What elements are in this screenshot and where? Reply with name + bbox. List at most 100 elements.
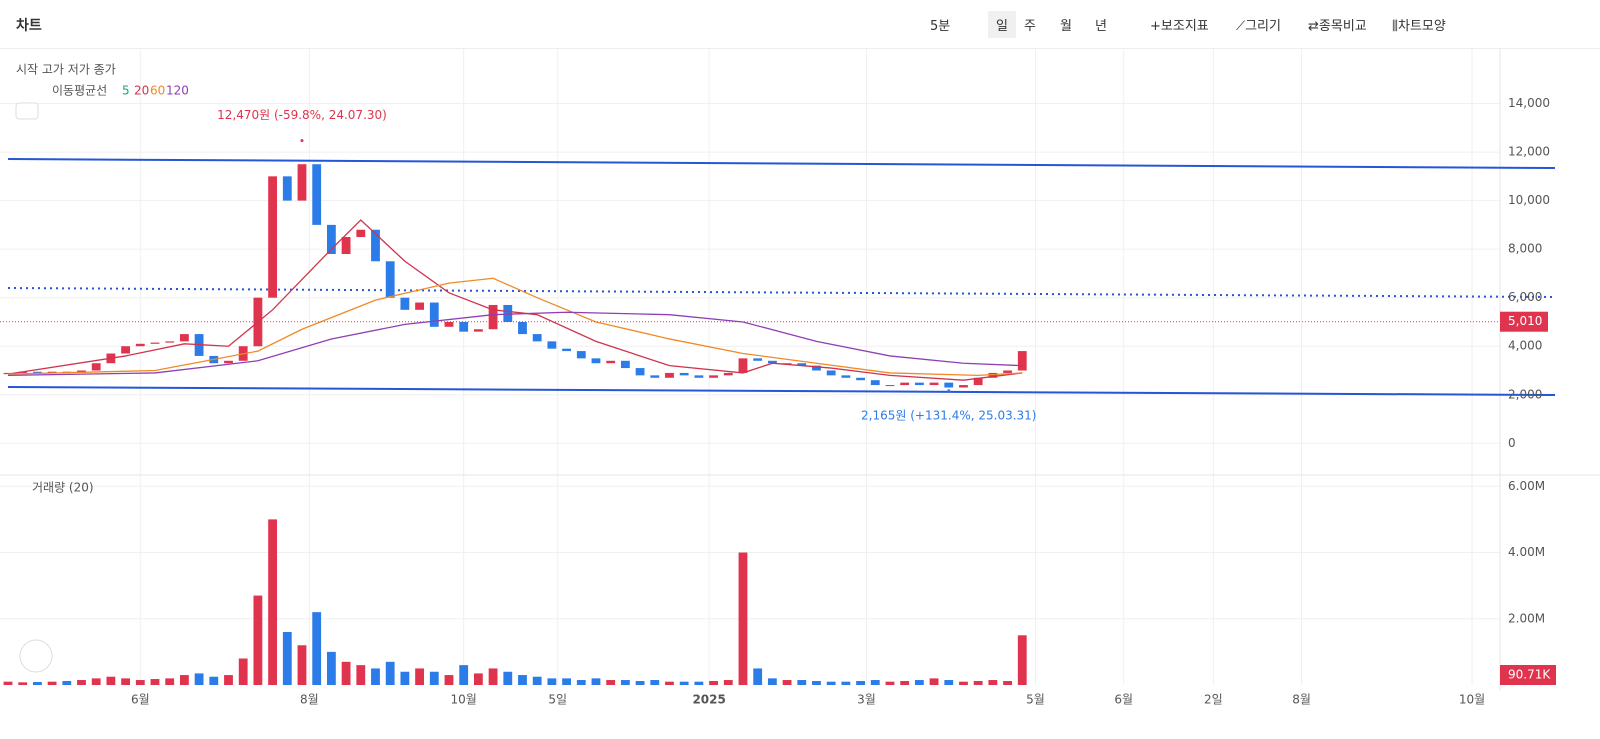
title: 차트 xyxy=(16,18,42,34)
candle-body xyxy=(224,360,233,364)
moving-average xyxy=(7,311,1023,377)
extreme-marker xyxy=(947,389,951,393)
annotation: 12,470원 (-59.8%, 24.07.30) xyxy=(217,108,387,122)
tool-button[interactable]: +보조지표 xyxy=(1150,19,1209,34)
x-tick-label: 2일 xyxy=(1204,693,1223,707)
volume-bar xyxy=(914,680,924,685)
candle-body xyxy=(782,363,792,365)
candle-body xyxy=(650,375,660,378)
volume-bar xyxy=(224,675,233,685)
candle-body xyxy=(620,360,630,369)
volume-bar xyxy=(121,678,131,685)
volume-legend: 거래량 (20) xyxy=(32,481,94,495)
volume-bar xyxy=(620,680,630,685)
x-tick-label: 8월 xyxy=(300,693,319,707)
last-volume-box xyxy=(1500,665,1556,685)
candle-body xyxy=(900,382,910,386)
volume-bar xyxy=(341,661,351,685)
volume-bar xyxy=(47,681,57,685)
volume-bar xyxy=(253,595,263,685)
period-button[interactable]: 년 xyxy=(1095,19,1107,34)
period-button[interactable]: 월 xyxy=(1060,19,1072,34)
x-tick-label: 10월 xyxy=(1459,693,1485,707)
volume-bar xyxy=(77,680,86,685)
x-tick-label: 6월 xyxy=(1114,693,1133,707)
volume-bar xyxy=(518,675,527,685)
volume-bar xyxy=(473,673,483,685)
candle-body xyxy=(415,302,424,310)
tool-button[interactable]: ⇄종목비교 xyxy=(1308,19,1367,34)
candle-body xyxy=(341,237,351,255)
volume-bar xyxy=(91,678,101,685)
volume-bar xyxy=(415,668,424,685)
ma-legend-item: 5 xyxy=(122,84,130,98)
volume-bar xyxy=(679,681,689,685)
volume-bar xyxy=(268,519,278,685)
volume-bar xyxy=(1003,681,1012,685)
grid xyxy=(0,48,1500,685)
volume-bar xyxy=(709,681,718,685)
candle-body xyxy=(121,346,131,354)
last-price-label: 5,010 xyxy=(1508,314,1542,328)
candle-body xyxy=(150,342,160,344)
volume-bar xyxy=(312,612,322,685)
candle-body xyxy=(371,229,380,262)
volume-bar xyxy=(973,681,983,685)
y-tick-label: 14,000 xyxy=(1508,96,1550,110)
volume-bar xyxy=(885,681,895,685)
period-button[interactable]: 일 xyxy=(988,11,1016,38)
y-tick-label: 0 xyxy=(1508,436,1516,450)
volume-bar xyxy=(385,661,395,685)
volume-bar xyxy=(194,673,204,685)
y-tick-label: 8,000 xyxy=(1508,242,1542,256)
volume-bar xyxy=(179,675,189,685)
volume-bar xyxy=(694,681,704,685)
volume-bar xyxy=(429,671,439,685)
volume-bar xyxy=(503,671,513,685)
candle-body xyxy=(47,371,57,373)
volume-bar xyxy=(18,682,28,685)
candle-body xyxy=(135,343,145,347)
candle-body xyxy=(973,377,983,386)
candle-body xyxy=(826,370,836,376)
candle-body xyxy=(753,358,763,361)
interval-button[interactable]: 5분 xyxy=(930,19,951,34)
volume-bar xyxy=(150,679,160,685)
volume-bar xyxy=(356,665,366,685)
volume-bar xyxy=(532,676,542,685)
volume-bar xyxy=(165,678,175,685)
tool-button[interactable]: ⟋그리기 xyxy=(1236,19,1281,34)
annotation: 2,165원 (+131.4%, 25.03.31) xyxy=(861,408,1036,422)
x-tick-label: 2025 xyxy=(692,693,725,707)
x-tick-label: 5월 xyxy=(1026,693,1045,707)
volume-bar xyxy=(297,645,307,685)
candle-body xyxy=(723,372,733,376)
volume-bar xyxy=(767,678,777,685)
volume-bar xyxy=(576,680,586,685)
candle-body xyxy=(738,358,748,373)
volume-bar xyxy=(400,671,410,685)
tool-button[interactable]: ⫼차트모양 xyxy=(1392,19,1446,34)
volume-bar xyxy=(606,680,616,685)
volume-bar xyxy=(326,651,336,685)
ma-legend-item: 60 xyxy=(150,84,165,98)
candle-body xyxy=(959,385,968,388)
volume-bar xyxy=(444,675,454,685)
ohlc-legend: 시작 고가 저가 종가 xyxy=(16,63,116,77)
collapse-button[interactable] xyxy=(15,102,39,120)
y-tick-label: 2,000 xyxy=(1508,387,1542,401)
volume-bar xyxy=(988,680,998,685)
volume-bar xyxy=(812,681,821,685)
y-tick-label: 10,000 xyxy=(1508,193,1550,207)
y2-tick-label: 2.00M xyxy=(1508,611,1545,625)
period-button[interactable]: 주 xyxy=(1024,19,1036,34)
candle-body xyxy=(400,297,410,310)
volume-bar xyxy=(841,681,851,685)
y-tick-label: 6,000 xyxy=(1508,290,1542,304)
candle-body xyxy=(576,351,586,359)
candle-body xyxy=(1017,351,1027,371)
moving-average xyxy=(7,277,1023,377)
candle-body xyxy=(547,341,557,349)
volume-bar xyxy=(650,680,660,685)
